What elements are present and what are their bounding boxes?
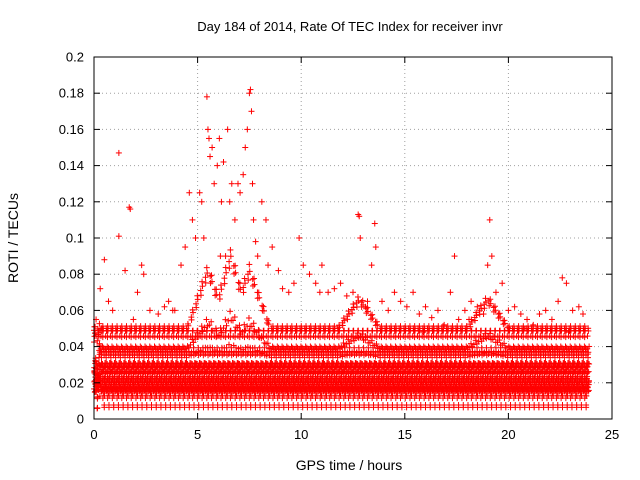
data-point: [94, 404, 101, 411]
chart-title: Day 184 of 2014, Rate Of TEC Index for r…: [197, 19, 503, 34]
data-point: [96, 320, 103, 327]
data-points: [91, 86, 593, 412]
